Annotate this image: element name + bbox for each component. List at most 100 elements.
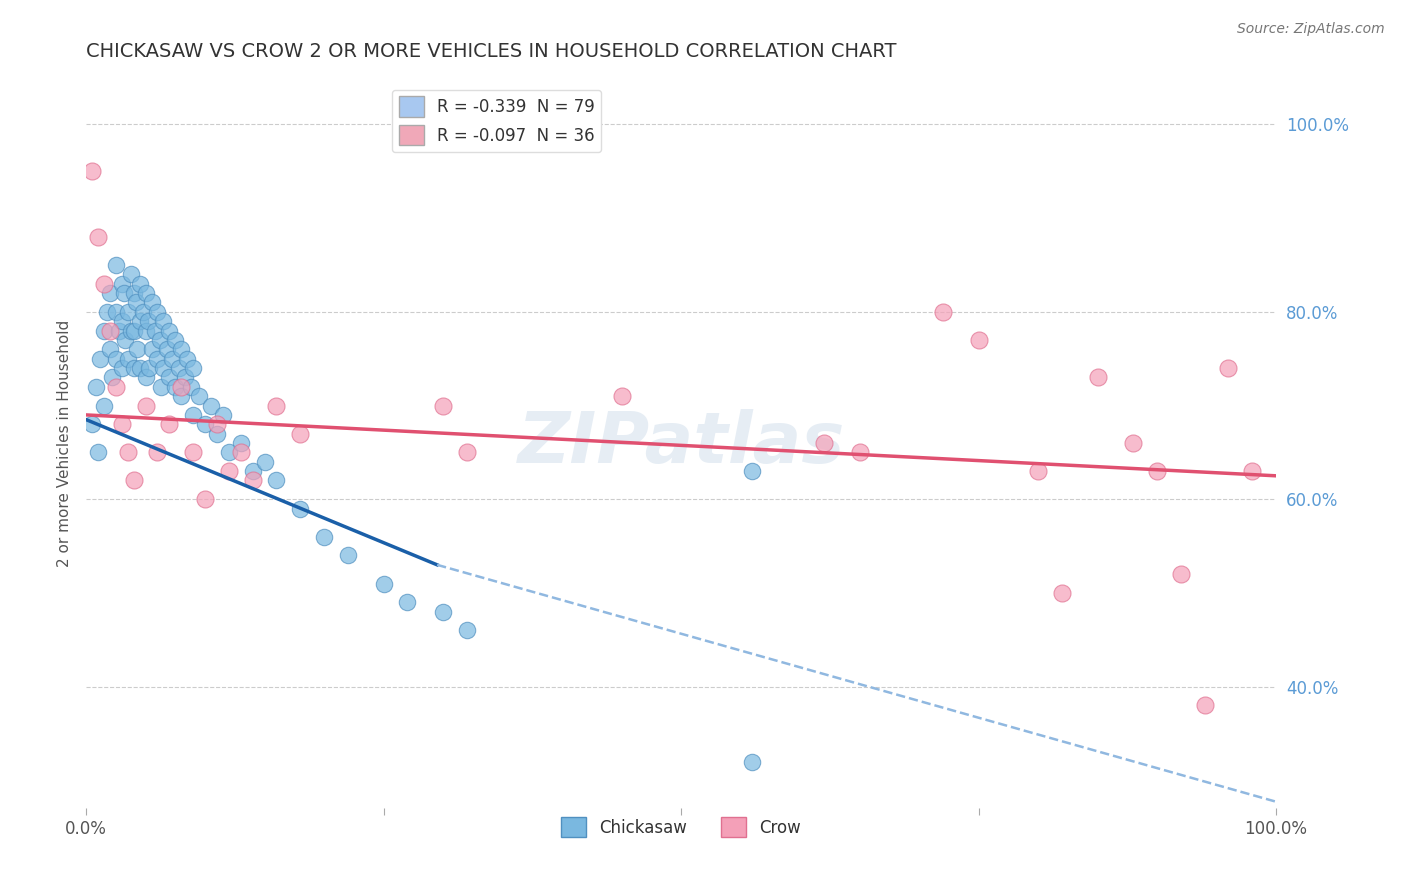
Point	[104, 380, 127, 394]
Point	[205, 417, 228, 432]
Point	[1122, 436, 1144, 450]
Point	[229, 436, 252, 450]
Text: CHICKASAW VS CROW 2 OR MORE VEHICLES IN HOUSEHOLD CORRELATION CHART: CHICKASAW VS CROW 2 OR MORE VEHICLES IN …	[86, 42, 897, 61]
Point	[117, 351, 139, 366]
Point	[180, 380, 202, 394]
Point	[1218, 361, 1240, 376]
Point	[205, 426, 228, 441]
Point	[218, 464, 240, 478]
Point	[132, 305, 155, 319]
Point	[157, 324, 180, 338]
Point	[456, 445, 478, 459]
Point	[813, 436, 835, 450]
Point	[98, 343, 121, 357]
Point	[848, 445, 870, 459]
Point	[143, 324, 166, 338]
Point	[176, 351, 198, 366]
Point	[218, 445, 240, 459]
Point	[160, 351, 183, 366]
Text: Source: ZipAtlas.com: Source: ZipAtlas.com	[1237, 22, 1385, 37]
Point	[1026, 464, 1049, 478]
Point	[266, 399, 288, 413]
Point	[135, 370, 157, 384]
Point	[104, 305, 127, 319]
Point	[610, 389, 633, 403]
Point	[135, 399, 157, 413]
Point	[114, 333, 136, 347]
Point	[170, 380, 193, 394]
Point	[108, 324, 131, 338]
Point	[128, 277, 150, 291]
Point	[135, 286, 157, 301]
Point	[170, 343, 193, 357]
Point	[98, 286, 121, 301]
Point	[120, 268, 142, 282]
Point	[165, 333, 187, 347]
Point	[117, 305, 139, 319]
Point	[396, 595, 419, 609]
Point	[84, 380, 107, 394]
Point	[152, 361, 174, 376]
Point	[111, 417, 134, 432]
Point	[156, 343, 179, 357]
Point	[80, 417, 103, 432]
Point	[1241, 464, 1264, 478]
Point	[150, 380, 173, 394]
Point	[932, 305, 955, 319]
Point	[111, 277, 134, 291]
Point	[290, 501, 312, 516]
Point	[128, 361, 150, 376]
Point	[135, 324, 157, 338]
Point	[1146, 464, 1168, 478]
Point	[136, 314, 159, 328]
Point	[112, 286, 135, 301]
Point	[111, 361, 134, 376]
Point	[167, 361, 190, 376]
Point	[98, 324, 121, 338]
Point	[157, 417, 180, 432]
Point	[312, 530, 335, 544]
Point	[141, 295, 163, 310]
Point	[967, 333, 990, 347]
Point	[266, 474, 288, 488]
Point	[188, 389, 211, 403]
Point	[138, 361, 160, 376]
Point	[104, 351, 127, 366]
Point	[290, 426, 312, 441]
Point	[456, 624, 478, 638]
Point	[87, 230, 110, 244]
Point	[181, 445, 204, 459]
Point	[93, 324, 115, 338]
Point	[212, 408, 235, 422]
Point	[229, 445, 252, 459]
Point	[741, 755, 763, 769]
Point	[741, 464, 763, 478]
Point	[1087, 370, 1109, 384]
Point	[122, 286, 145, 301]
Point	[242, 464, 264, 478]
Point	[1050, 586, 1073, 600]
Point	[101, 370, 124, 384]
Point	[253, 455, 276, 469]
Point	[181, 408, 204, 422]
Point	[149, 333, 172, 347]
Point	[122, 474, 145, 488]
Point	[104, 258, 127, 272]
Point	[87, 445, 110, 459]
Point	[165, 380, 187, 394]
Point	[146, 305, 169, 319]
Legend: Chickasaw, Crow: Chickasaw, Crow	[554, 810, 807, 844]
Point	[146, 445, 169, 459]
Point	[120, 324, 142, 338]
Point	[173, 370, 195, 384]
Point	[1194, 698, 1216, 713]
Point	[170, 389, 193, 403]
Point	[336, 549, 359, 563]
Point	[181, 361, 204, 376]
Point	[89, 351, 111, 366]
Point	[127, 343, 149, 357]
Point	[96, 305, 118, 319]
Point	[128, 314, 150, 328]
Point	[373, 576, 395, 591]
Point	[242, 474, 264, 488]
